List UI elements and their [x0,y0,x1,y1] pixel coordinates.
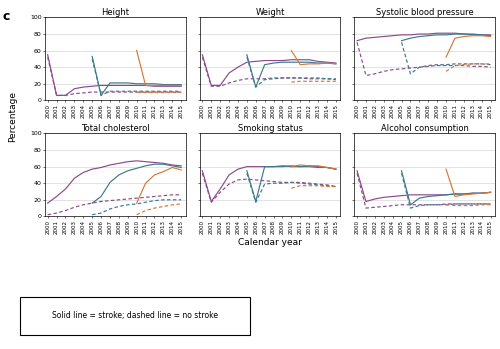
Text: Calendar year: Calendar year [238,238,302,247]
Text: Percentage: Percentage [8,91,17,142]
Title: Total cholesterol: Total cholesterol [81,124,150,133]
Title: Height: Height [102,8,130,17]
Title: Systolic blood pressure: Systolic blood pressure [376,8,474,17]
Title: Weight: Weight [256,8,284,17]
Title: Smoking status: Smoking status [238,124,302,133]
Text: c: c [2,10,10,23]
Title: Alcohol consumption: Alcohol consumption [381,124,468,133]
Text: Solid line = stroke; dashed line = no stroke: Solid line = stroke; dashed line = no st… [52,311,218,320]
